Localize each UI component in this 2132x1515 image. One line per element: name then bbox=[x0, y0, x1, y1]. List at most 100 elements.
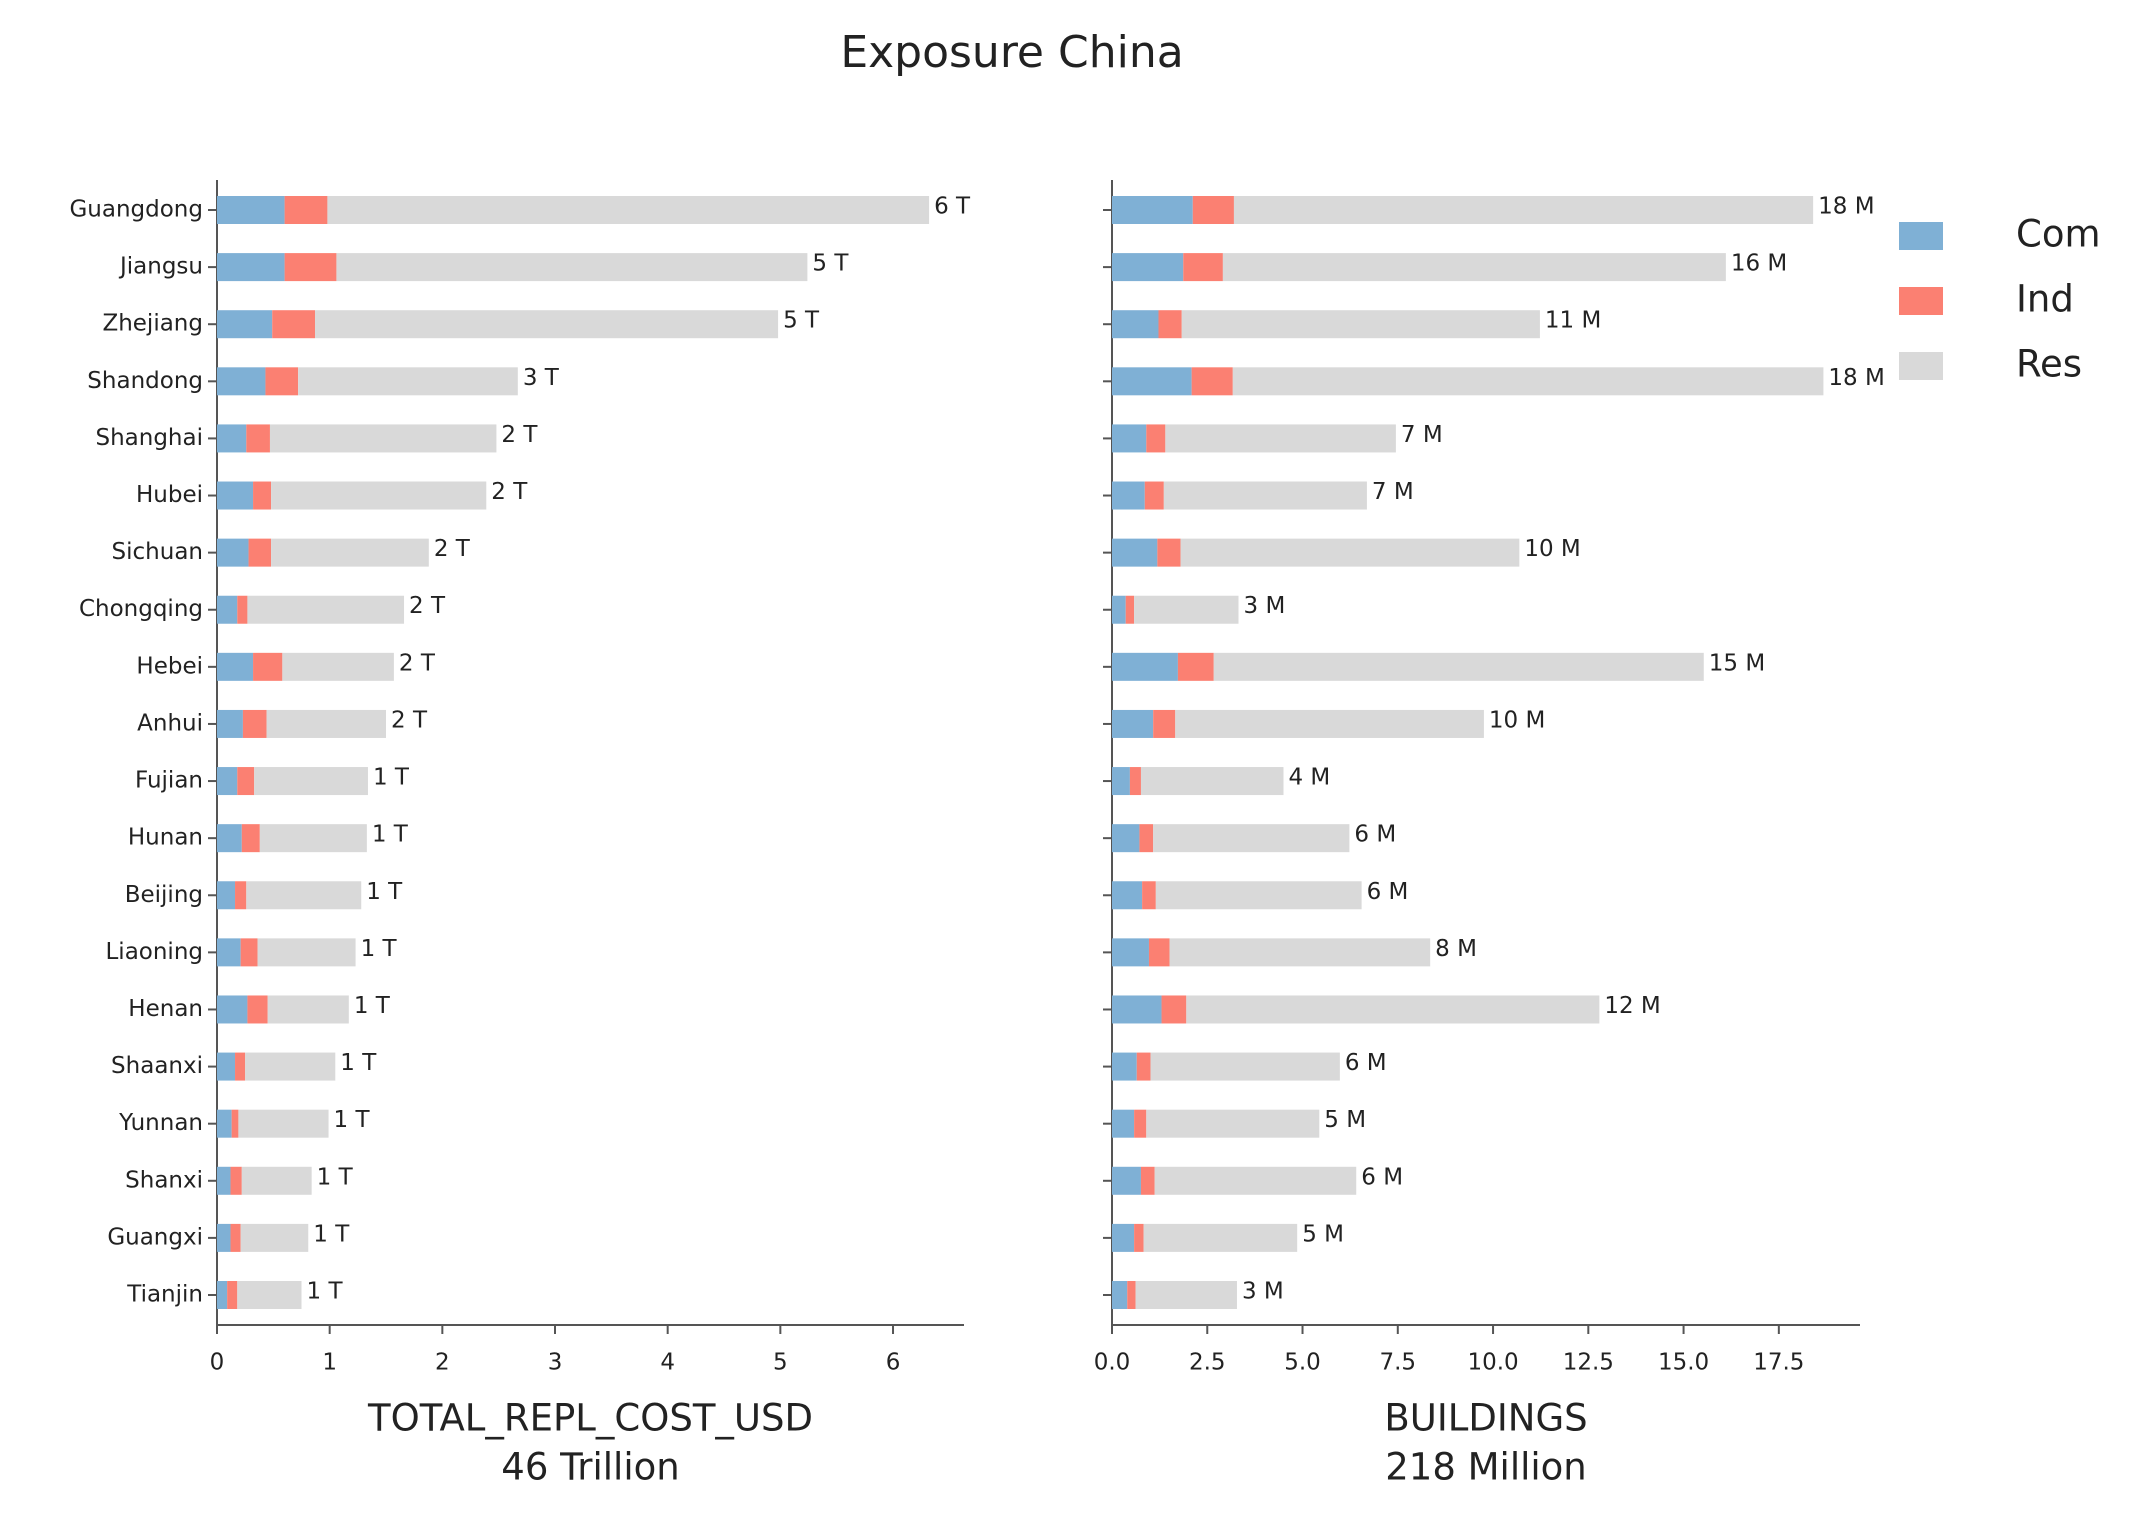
value-label: 6 M bbox=[1361, 1164, 1403, 1190]
bar-segment bbox=[248, 538, 272, 567]
bar-segment bbox=[217, 253, 285, 282]
bar-segment bbox=[237, 595, 248, 624]
bar-segment bbox=[1112, 253, 1184, 282]
bar-segment bbox=[241, 1166, 312, 1195]
bar-segment bbox=[242, 709, 267, 738]
y-tick-label: Guangdong bbox=[69, 197, 203, 223]
bar-segment bbox=[1129, 767, 1141, 796]
bar-segment bbox=[282, 652, 394, 681]
x-axis-label: 218 Million bbox=[1385, 1446, 1587, 1489]
bar-segment bbox=[1112, 1052, 1137, 1081]
bar-segment bbox=[1144, 481, 1164, 510]
x-tick-label: 3 bbox=[548, 1350, 563, 1376]
legend-swatch bbox=[1899, 352, 1943, 380]
value-label: 1 T bbox=[334, 1107, 371, 1133]
value-label: 7 M bbox=[1401, 422, 1443, 448]
value-label: 2 T bbox=[409, 593, 446, 619]
bar-segment bbox=[217, 709, 243, 738]
bar-segment bbox=[1180, 538, 1520, 567]
value-label: 11 M bbox=[1545, 308, 1601, 334]
legend-label: Ind bbox=[2016, 278, 2074, 321]
y-tick-label: Shanxi bbox=[125, 1167, 203, 1193]
bar-segment bbox=[1150, 1052, 1340, 1081]
value-label: 5 T bbox=[783, 308, 820, 334]
bar-segment bbox=[241, 824, 260, 853]
value-label: 7 M bbox=[1372, 479, 1414, 505]
y-tick-label: Fujian bbox=[135, 768, 203, 794]
y-tick-label: Hunan bbox=[128, 825, 203, 851]
bar-segment bbox=[1135, 1281, 1237, 1309]
value-label: 6 T bbox=[934, 194, 971, 220]
bar-segment bbox=[298, 367, 518, 396]
value-label: 16 M bbox=[1731, 251, 1787, 277]
bar-segment bbox=[238, 1109, 329, 1138]
legend-swatch bbox=[1899, 222, 1943, 250]
bar-segment bbox=[217, 1109, 232, 1138]
x-tick-label: 10.0 bbox=[1467, 1350, 1518, 1376]
x-tick-label: 5 bbox=[773, 1350, 788, 1376]
x-tick-label: 2.5 bbox=[1189, 1350, 1226, 1376]
bar-segment bbox=[230, 1223, 241, 1252]
bar-segment bbox=[217, 881, 236, 910]
value-label: 3 T bbox=[523, 365, 560, 391]
bar-segment bbox=[1163, 481, 1367, 510]
y-tick-label: Shandong bbox=[87, 368, 203, 394]
value-label: 1 T bbox=[340, 1050, 377, 1076]
bar-segment bbox=[315, 310, 779, 339]
value-label: 1 T bbox=[366, 879, 403, 905]
bar-segment bbox=[1112, 824, 1140, 853]
value-label: 2 T bbox=[491, 479, 528, 505]
bar-segment bbox=[1177, 652, 1214, 681]
value-label: 2 T bbox=[391, 707, 428, 733]
bar-segment bbox=[257, 938, 356, 967]
bar-segment bbox=[1142, 881, 1156, 910]
bar-segment bbox=[1112, 310, 1159, 339]
value-label: 18 M bbox=[1818, 194, 1874, 220]
bar-segment bbox=[1112, 652, 1178, 681]
value-label: 1 T bbox=[372, 822, 409, 848]
value-label: 12 M bbox=[1604, 993, 1660, 1019]
bar-segment bbox=[265, 367, 299, 396]
bar-segment bbox=[1112, 995, 1162, 1024]
value-label: 2 T bbox=[434, 536, 471, 562]
bar-segment bbox=[1125, 595, 1135, 624]
bar-segment bbox=[1134, 1223, 1144, 1252]
value-label: 10 M bbox=[1489, 707, 1545, 733]
bar-segment bbox=[246, 881, 362, 910]
y-tick-label: Chongqing bbox=[79, 596, 203, 622]
bar-segment bbox=[245, 1052, 336, 1081]
x-tick-label: 7.5 bbox=[1379, 1350, 1416, 1376]
bar-segment bbox=[1134, 595, 1239, 624]
bar-segment bbox=[1136, 1052, 1151, 1081]
bar-segment bbox=[230, 1166, 242, 1195]
bar-segment bbox=[1154, 1166, 1357, 1195]
bar-segment bbox=[1153, 709, 1176, 738]
y-tick-label: Henan bbox=[128, 996, 203, 1022]
bar-segment bbox=[1153, 824, 1350, 853]
bar-segment bbox=[1181, 310, 1540, 339]
value-label: 1 T bbox=[361, 936, 398, 962]
bar-segment bbox=[269, 424, 497, 453]
bar-segment bbox=[253, 652, 283, 681]
bar-segment bbox=[217, 995, 248, 1024]
y-tick-label: Hebei bbox=[136, 653, 203, 679]
bar-segment bbox=[1127, 1281, 1136, 1309]
y-tick-label: Yunnan bbox=[118, 1110, 203, 1136]
value-label: 1 T bbox=[307, 1279, 344, 1305]
bar-segment bbox=[217, 938, 241, 967]
value-label: 1 T bbox=[354, 993, 391, 1019]
value-label: 3 M bbox=[1244, 593, 1286, 619]
bar-segment bbox=[1112, 1281, 1128, 1309]
bar-segment bbox=[217, 196, 285, 224]
bar-segment bbox=[217, 1281, 228, 1309]
bar-segment bbox=[1186, 995, 1600, 1024]
legend-label: Com bbox=[2016, 213, 2101, 256]
x-tick-label: 5.0 bbox=[1284, 1350, 1321, 1376]
x-tick-label: 0 bbox=[210, 1350, 225, 1376]
bar-segment bbox=[217, 767, 238, 796]
x-tick-label: 4 bbox=[660, 1350, 675, 1376]
bar-segment bbox=[1146, 424, 1166, 453]
legend-swatch bbox=[1899, 287, 1943, 315]
bar-segment bbox=[240, 938, 258, 967]
bar-segment bbox=[267, 995, 349, 1024]
